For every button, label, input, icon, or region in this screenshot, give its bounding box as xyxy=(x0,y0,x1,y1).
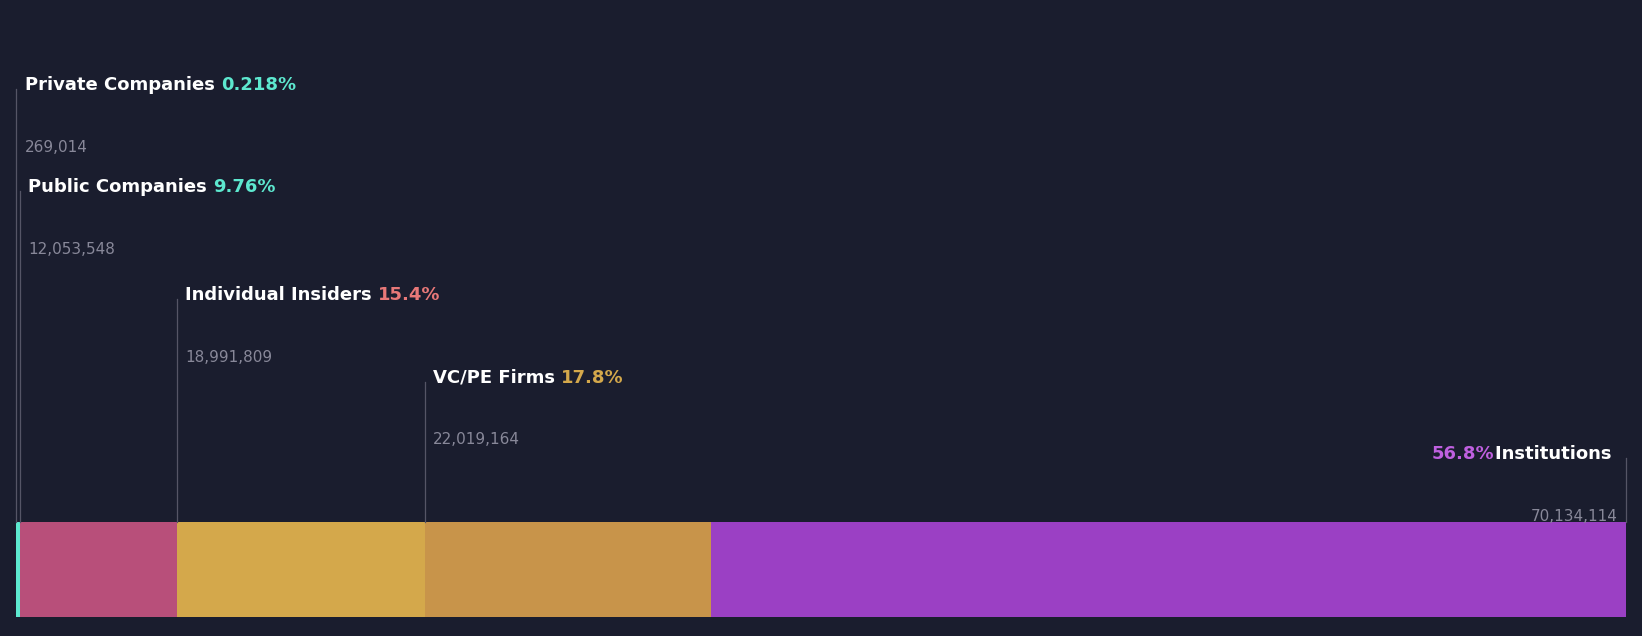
Text: 9.76%: 9.76% xyxy=(213,178,276,196)
Bar xyxy=(177,522,425,617)
Bar xyxy=(20,522,177,617)
Text: Individual Insiders: Individual Insiders xyxy=(186,286,378,304)
Bar xyxy=(711,522,1626,617)
Text: 17.8%: 17.8% xyxy=(562,369,624,387)
Text: Public Companies: Public Companies xyxy=(28,178,213,196)
Text: 70,134,114: 70,134,114 xyxy=(1530,509,1617,524)
Text: 15.4%: 15.4% xyxy=(378,286,440,304)
Text: Private Companies: Private Companies xyxy=(25,76,220,94)
Text: 12,053,548: 12,053,548 xyxy=(28,242,115,257)
Text: Institutions: Institutions xyxy=(1494,445,1617,463)
Bar xyxy=(425,522,711,617)
Text: 56.8%: 56.8% xyxy=(1432,445,1494,463)
Text: 18,991,809: 18,991,809 xyxy=(186,350,273,365)
Text: VC/PE Firms: VC/PE Firms xyxy=(433,369,562,387)
Text: 0.218%: 0.218% xyxy=(220,76,296,94)
Text: 22,019,164: 22,019,164 xyxy=(433,432,521,448)
Text: 269,014: 269,014 xyxy=(25,140,87,155)
Bar xyxy=(16,522,20,617)
